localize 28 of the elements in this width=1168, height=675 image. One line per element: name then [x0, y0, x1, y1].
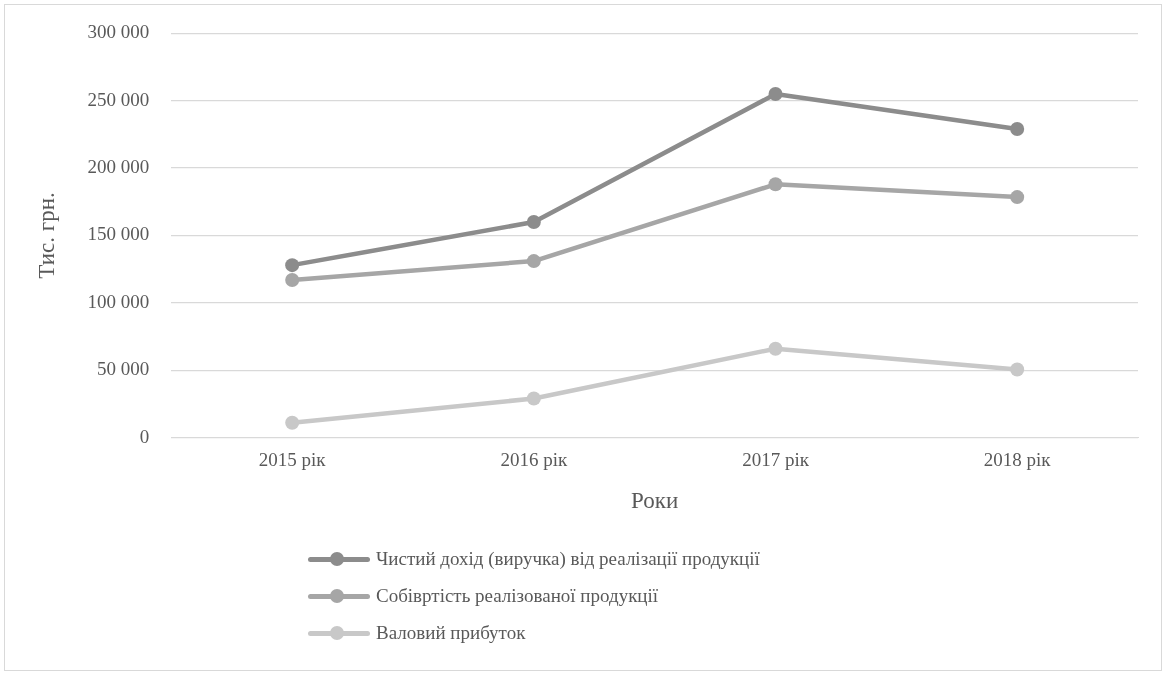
y-axis-title: Тис. грн. — [33, 192, 59, 279]
y-tick-label: 200 000 — [87, 156, 150, 178]
y-tick-label: 0 — [139, 425, 150, 447]
point — [285, 272, 300, 287]
point — [285, 415, 300, 430]
point — [526, 254, 541, 269]
point — [768, 87, 783, 102]
y-tick-label: 100 000 — [87, 290, 150, 312]
point — [526, 391, 541, 406]
legend-label: Чистий дохід (виручка) від реалізації продукції — [376, 547, 760, 570]
x-tick-label: 2015 рік — [258, 448, 327, 470]
legend-label: Валовий прибуток — [376, 621, 526, 644]
y-tick-label: 300 000 — [87, 21, 150, 43]
y-tick-label: 50 000 — [97, 358, 150, 380]
y-tick-label: 150 000 — [87, 223, 150, 245]
x-tick-label: 2017 рік — [742, 448, 810, 470]
point — [1010, 362, 1025, 377]
point — [1010, 122, 1025, 137]
point — [1010, 190, 1025, 205]
point — [768, 341, 783, 356]
legend-label: Собівртість реалізованої продукції — [376, 584, 659, 607]
x-tick-label: 2018 рік — [983, 448, 1052, 470]
x-axis-title: Роки — [631, 488, 679, 514]
point — [526, 215, 541, 230]
y-tick-label: 250 000 — [87, 88, 150, 110]
x-tick-label: 2016 рік — [500, 448, 568, 470]
point — [285, 258, 300, 273]
point — [768, 177, 783, 192]
